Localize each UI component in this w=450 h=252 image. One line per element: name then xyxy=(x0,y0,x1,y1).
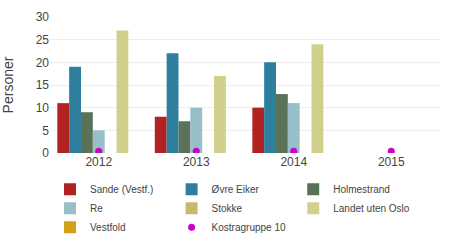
svg-text:Stokke: Stokke xyxy=(212,203,243,214)
svg-text:Personer: Personer xyxy=(0,56,16,113)
svg-text:2015: 2015 xyxy=(378,155,405,169)
svg-text:2012: 2012 xyxy=(85,155,112,169)
svg-text:Øvre Eiker: Øvre Eiker xyxy=(212,184,260,195)
svg-text:5: 5 xyxy=(42,124,49,138)
svg-text:25: 25 xyxy=(36,33,50,47)
svg-text:20: 20 xyxy=(36,56,50,70)
svg-text:10: 10 xyxy=(36,101,50,115)
svg-text:2013: 2013 xyxy=(183,155,210,169)
svg-text:30: 30 xyxy=(36,10,50,24)
svg-text:Kostragruppe 10: Kostragruppe 10 xyxy=(212,222,286,233)
svg-text:Landet uten Oslo: Landet uten Oslo xyxy=(333,203,410,214)
svg-text:Vestfold: Vestfold xyxy=(90,222,126,233)
svg-text:2014: 2014 xyxy=(280,155,307,169)
svg-text:Holmestrand: Holmestrand xyxy=(333,184,390,195)
svg-text:15: 15 xyxy=(36,78,50,92)
svg-text:0: 0 xyxy=(42,146,49,160)
svg-text:Re: Re xyxy=(90,203,103,214)
svg-text:Sande (Vestf.): Sande (Vestf.) xyxy=(90,184,153,195)
